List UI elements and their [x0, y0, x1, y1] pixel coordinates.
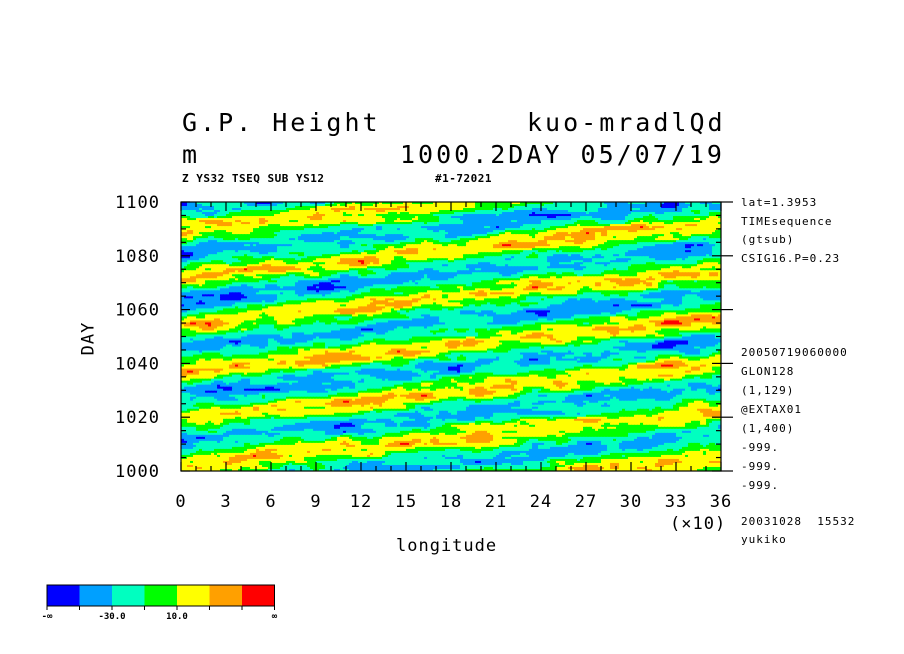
x-tick-label: 27	[575, 492, 597, 512]
y-tick-label: 1040	[115, 354, 160, 374]
side-info-line: (1,400)	[741, 423, 794, 434]
side-info-line: 20031028 15532	[741, 516, 855, 527]
side-info-line: -999.	[741, 442, 779, 453]
y-tick-label: 1000	[115, 462, 160, 482]
y-tick-label: 1060	[115, 301, 160, 321]
y-tick-label: 1100	[115, 193, 160, 213]
y-axis-label: DAY	[80, 322, 97, 356]
x-tick-label: 0	[175, 492, 186, 512]
side-info-line: 20050719060000	[741, 347, 848, 358]
x-tick-label: 3	[220, 492, 231, 512]
x-tick-label: 21	[485, 492, 507, 512]
side-info-line: yukiko	[741, 534, 787, 545]
x-tick-label: 36	[710, 492, 732, 512]
side-info-line: (1,129)	[741, 385, 794, 396]
side-info-line: -999.	[741, 461, 779, 472]
heatmap-field	[181, 202, 722, 472]
x-tick-label: 15	[395, 492, 417, 512]
side-info-line: @EXTAX01	[741, 404, 802, 415]
x-tick-label: 6	[265, 492, 276, 512]
side-info-line: -999.	[741, 480, 779, 491]
x-tick-label: 9	[310, 492, 321, 512]
side-info-line: GLON128	[741, 366, 794, 377]
x-multiplier: (×10)	[670, 516, 726, 533]
x-tick-label: 18	[440, 492, 462, 512]
x-axis-label: longitude	[396, 538, 497, 555]
x-tick-label: 33	[665, 492, 687, 512]
x-tick-label: 12	[350, 492, 372, 512]
y-tick-label: 1080	[115, 247, 160, 267]
side-info-line: TIMEsequence	[741, 216, 832, 227]
side-info-line: CSIG16.P=0.23	[741, 253, 840, 264]
x-tick-label: 24	[530, 492, 552, 512]
x-tick-label: 30	[620, 492, 642, 512]
side-info-line: lat=1.3953	[741, 197, 817, 208]
side-info-line: (gtsub)	[741, 234, 794, 245]
y-tick-label: 1020	[115, 408, 160, 428]
